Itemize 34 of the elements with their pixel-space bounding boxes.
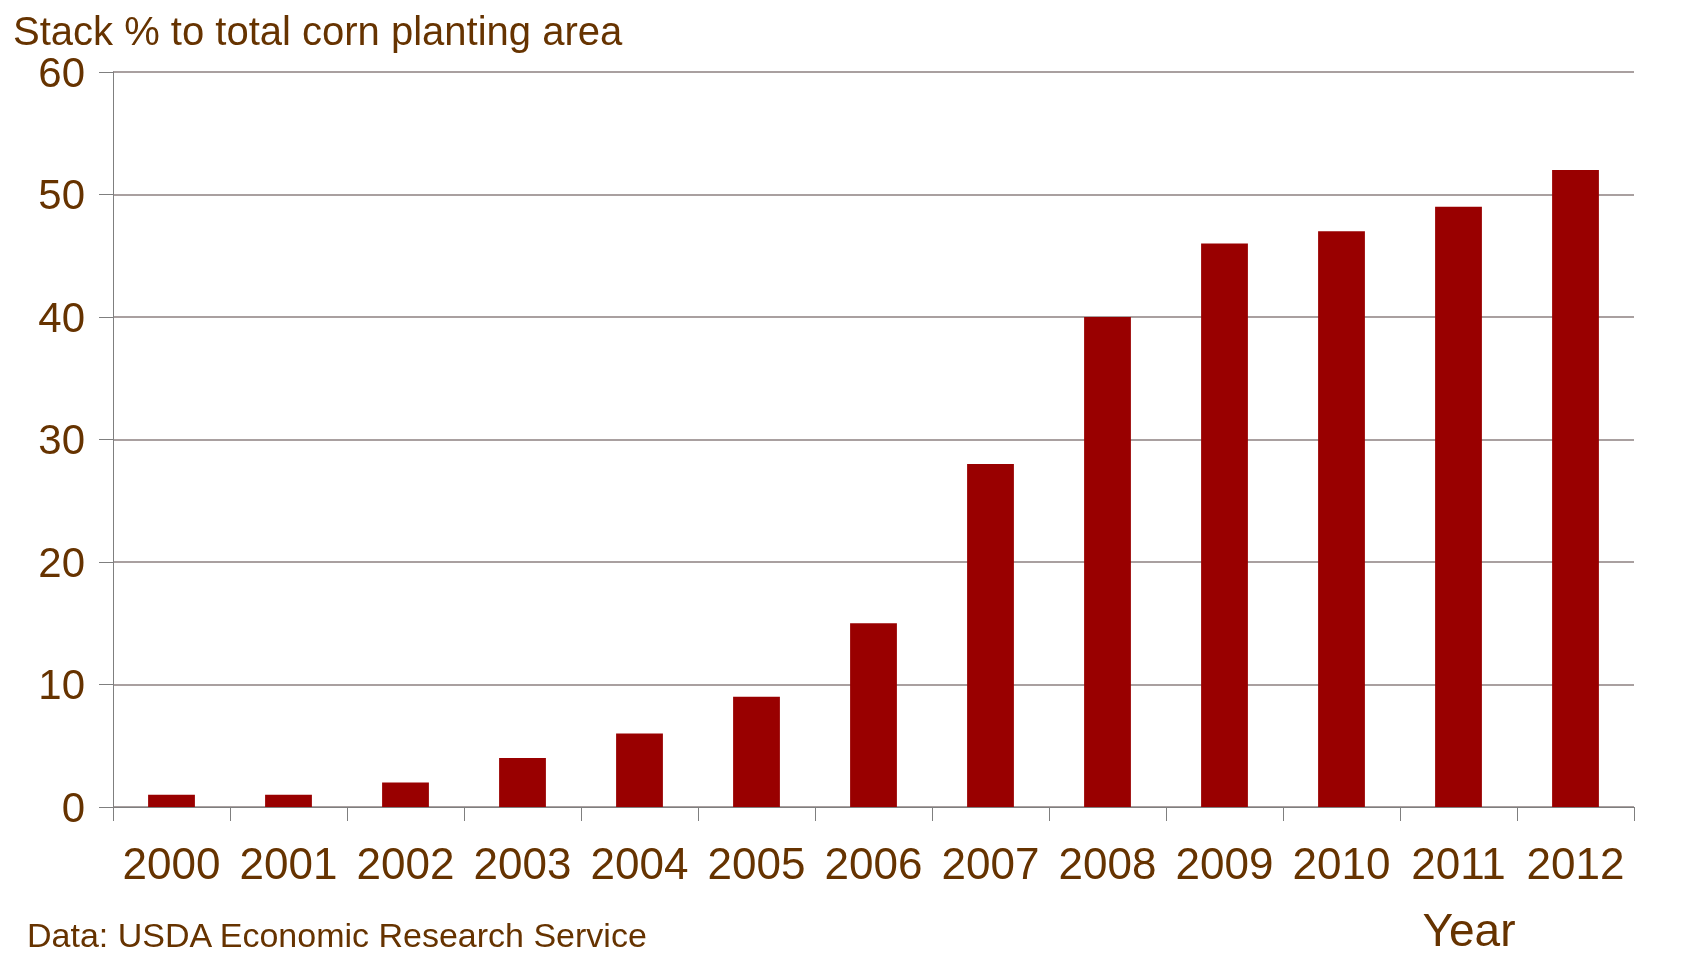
x-tick-label: 2010 xyxy=(1292,838,1391,888)
y-tick-label: 10 xyxy=(38,661,85,708)
y-tick-label: 50 xyxy=(38,171,85,218)
x-tick-label: 2004 xyxy=(590,838,689,888)
y-tick-label: 30 xyxy=(38,416,85,463)
x-tick-label: 2008 xyxy=(1058,838,1157,888)
bar xyxy=(1201,243,1248,807)
bar xyxy=(850,623,897,807)
bar xyxy=(1435,206,1482,807)
text: Data: USDA Economic Research Service xyxy=(27,916,647,954)
bar xyxy=(499,758,546,807)
bar xyxy=(1084,317,1131,807)
bar xyxy=(1552,170,1599,807)
y-tick-label: 0 xyxy=(61,783,85,831)
x-tick-label: 2001 xyxy=(239,838,338,888)
bar xyxy=(148,794,195,807)
x-tick-label: 2003 xyxy=(473,838,572,888)
x-tick-label: 2006 xyxy=(824,838,923,888)
bar xyxy=(616,733,663,807)
bar xyxy=(733,696,780,807)
x-tick-label: 2002 xyxy=(356,838,455,888)
x-tick-label: 2012 xyxy=(1526,838,1625,888)
x-tick-label: 2000 xyxy=(122,838,221,888)
y-tick-label: 20 xyxy=(38,538,85,586)
x-axis-title: Year xyxy=(1422,904,1516,956)
x-tick-label: 2009 xyxy=(1175,838,1274,888)
bar xyxy=(265,794,312,807)
bar xyxy=(382,782,429,807)
x-tick-label: 2005 xyxy=(707,838,806,888)
bar xyxy=(967,464,1014,807)
bar xyxy=(1318,231,1365,807)
x-tick-label: 2011 xyxy=(1411,838,1506,888)
y-tick-label: 40 xyxy=(38,293,85,341)
x-tick-label: 2007 xyxy=(941,838,1040,888)
